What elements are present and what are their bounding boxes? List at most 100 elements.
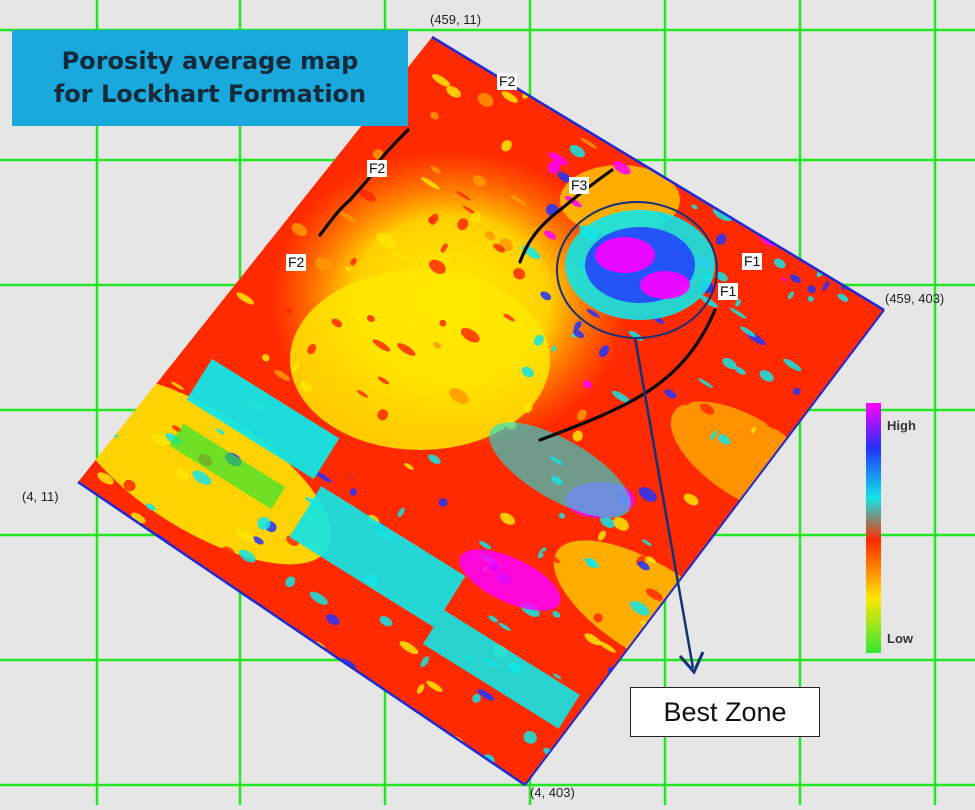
porosity-speckle xyxy=(326,614,340,626)
porosity-speckle xyxy=(547,160,561,174)
porosity-speckle xyxy=(501,91,518,103)
corner-label-bottom: (4, 403) xyxy=(530,785,575,800)
legend-high-label: High xyxy=(887,418,916,433)
porosity-speckle xyxy=(808,631,822,640)
porosity-speckle xyxy=(649,55,657,64)
porosity-speckle xyxy=(720,542,731,553)
porosity-speckle xyxy=(729,307,747,319)
porosity-speckle xyxy=(440,243,448,253)
porosity-speckle xyxy=(501,205,510,212)
map-title-box: Porosity average map for Lockhart Format… xyxy=(12,30,408,126)
porosity-speckle xyxy=(573,320,582,331)
fault-label-f2-mid: F2 xyxy=(367,160,388,177)
porosity-raster xyxy=(78,37,884,785)
porosity-speckle xyxy=(560,646,569,658)
porosity-speckle xyxy=(560,39,574,53)
porosity-speckle xyxy=(451,133,468,145)
fault-label-f1-upper: F1 xyxy=(742,253,763,270)
porosity-speckle xyxy=(311,683,322,691)
porosity-speckle xyxy=(786,236,793,244)
porosity-speckle xyxy=(809,239,815,244)
porosity-speckle xyxy=(472,175,486,187)
porosity-speckle xyxy=(762,65,782,78)
porosity-speckle xyxy=(820,462,834,472)
porosity-speckle xyxy=(750,426,756,434)
porosity-speckle xyxy=(376,232,397,249)
porosity-speckle xyxy=(131,512,146,524)
porosity-speckle xyxy=(477,689,495,701)
porosity-speckle xyxy=(408,694,424,704)
porosity-speckle xyxy=(184,322,202,334)
porosity-speckle xyxy=(521,366,534,378)
porosity-speckle xyxy=(580,137,597,149)
porosity-speckle xyxy=(584,633,602,646)
porosity-speckle xyxy=(238,549,256,563)
porosity-speckle xyxy=(479,540,492,550)
porosity-speckle xyxy=(116,766,133,781)
porosity-speckle xyxy=(377,409,389,421)
porosity-speckle xyxy=(728,184,744,197)
porosity-speckle xyxy=(98,406,109,418)
porosity-speckle xyxy=(734,366,746,375)
porosity-speckle xyxy=(859,653,871,662)
porosity-speckle xyxy=(533,334,544,346)
porosity-speckle xyxy=(163,134,170,140)
porosity-speckle xyxy=(569,145,585,158)
porosity-speckle xyxy=(441,757,459,770)
porosity-speckle xyxy=(385,519,394,529)
porosity-speckle xyxy=(356,390,368,398)
porosity-speckle xyxy=(174,683,184,691)
best-zone-core xyxy=(459,210,715,611)
porosity-speckle xyxy=(707,133,721,144)
porosity-speckle xyxy=(176,468,190,481)
porosity-speckle xyxy=(723,177,729,183)
porosity-speckle xyxy=(145,503,156,511)
porosity-speckle xyxy=(755,547,763,557)
porosity-speckle xyxy=(216,428,225,435)
porosity-speckle xyxy=(179,176,186,183)
porosity-speckle xyxy=(599,345,610,358)
porosity-speckle xyxy=(222,600,232,610)
porosity-speckle xyxy=(538,547,547,559)
porosity-speckle xyxy=(740,326,756,337)
porosity-speckle xyxy=(511,751,527,764)
porosity-speckle xyxy=(565,96,579,105)
porosity-speckle xyxy=(446,85,461,98)
porosity-speckle xyxy=(90,641,110,655)
porosity-speckle xyxy=(484,231,496,241)
porosity-speckle xyxy=(301,142,313,152)
fault-trace-f1 xyxy=(538,308,717,442)
porosity-speckle xyxy=(807,296,814,302)
corner-label-left: (4, 11) xyxy=(22,489,59,504)
porosity-speckle xyxy=(328,723,347,738)
corner-label-right: (459, 403) xyxy=(885,291,945,306)
porosity-speckle xyxy=(170,382,186,394)
porosity-speckle xyxy=(822,280,830,291)
porosity-speckle xyxy=(282,133,296,143)
porosity-speckle xyxy=(645,588,663,601)
porosity-speckle xyxy=(457,218,469,231)
porosity-speckle xyxy=(837,293,849,302)
porosity-speckle xyxy=(726,764,737,777)
porosity-speckle xyxy=(141,671,156,684)
porosity-speckle xyxy=(191,236,211,251)
map-title-line-1: Porosity average map xyxy=(61,47,359,75)
porosity-speckle xyxy=(97,472,114,485)
porosity-speckle xyxy=(638,487,657,502)
porosity-speckle xyxy=(211,581,223,590)
porosity-speckle xyxy=(807,285,816,294)
porosity-speckle xyxy=(455,190,471,201)
porosity-speckle xyxy=(252,536,264,545)
porosity-speckle xyxy=(630,600,650,616)
porosity-speckle xyxy=(755,554,763,563)
porosity-speckle xyxy=(309,591,328,605)
best-zone-label: Best Zone xyxy=(630,687,820,737)
porosity-speckle xyxy=(315,257,332,272)
porosity-speckle xyxy=(285,576,296,588)
porosity-speckle xyxy=(826,613,834,623)
porosity-speckle xyxy=(716,272,728,282)
porosity-speckle xyxy=(691,204,698,210)
porosity-speckle xyxy=(818,248,828,255)
porosity-speckle xyxy=(664,389,677,399)
